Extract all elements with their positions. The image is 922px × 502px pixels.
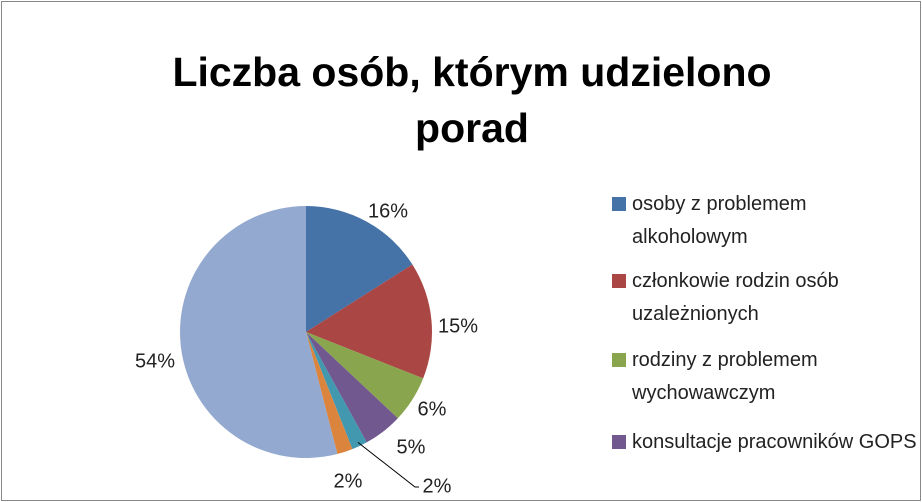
legend-label: członkowie rodzin osób uzależnionych — [632, 270, 839, 325]
legend-swatch — [612, 197, 626, 211]
chart-title: Liczba osób, którym udzielono porad — [172, 49, 772, 151]
legend-swatch — [612, 353, 626, 367]
pie-slice — [306, 332, 398, 443]
pie-slice — [180, 206, 338, 458]
pie-slice — [306, 206, 413, 332]
pie-slice — [306, 264, 432, 379]
pie-slice — [306, 332, 424, 419]
data-label: 16% — [368, 200, 408, 222]
data-label: 5% — [397, 436, 426, 458]
legend-swatch — [612, 435, 626, 449]
legend-swatch — [612, 274, 626, 288]
legend-entry: członkowie rodzin osób uzależnionych — [612, 265, 862, 331]
leader-line — [357, 441, 419, 488]
legend-entry: konsultacje pracowników GOPS — [612, 426, 922, 459]
pie-slice — [306, 332, 353, 455]
legend-label: rodziny z problemem wychowawczym — [632, 349, 818, 404]
pie-slice — [306, 332, 367, 450]
legend-entry: rodziny z problemem wychowawczym — [612, 344, 862, 410]
data-label: 2% — [423, 475, 452, 497]
data-label: 15% — [438, 315, 478, 337]
legend-label: konsultacje pracowników GOPS — [632, 431, 917, 453]
legend-label: osoby z problemem alkoholowym — [632, 193, 807, 248]
data-label: 6% — [418, 398, 447, 420]
legend-entry: osoby z problemem alkoholowym — [612, 188, 862, 254]
data-label: 2% — [334, 470, 363, 492]
data-label: 54% — [135, 350, 175, 372]
